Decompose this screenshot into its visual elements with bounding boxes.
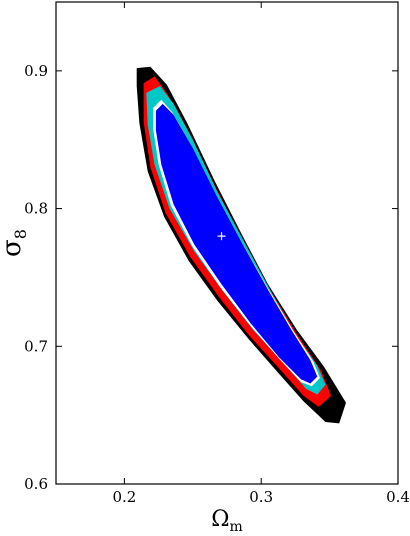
best-fit-marker-group (217, 232, 226, 241)
x-tick-label: 0.4 (386, 488, 410, 506)
x-tick-label: 0.2 (112, 488, 136, 506)
y-tick-label: 0.8 (24, 200, 48, 218)
y-tick-label: 0.7 (24, 337, 48, 355)
confidence-regions (136, 66, 346, 424)
best-fit-marker (217, 232, 226, 241)
y-axis-label: σ8 (0, 229, 30, 257)
region-inner-blue (155, 103, 318, 384)
plot-area-frame (55, 1, 399, 485)
axis-ticks (56, 2, 399, 485)
axis-tick-labels: 0.2 0.3 0.4 0.6 0.7 0.8 0.9 (24, 62, 410, 506)
x-axis-label-main: Ω (211, 507, 229, 532)
y-axis-label-subscript: 8 (11, 229, 30, 239)
y-tick-label: 0.6 (24, 475, 48, 493)
x-axis-label-subscript: m (229, 519, 242, 535)
y-axis-label-main: σ (0, 239, 27, 257)
x-tick-label: 0.3 (249, 488, 273, 506)
y-tick-label: 0.9 (24, 62, 48, 80)
x-axis-label: Ωm (211, 507, 243, 535)
